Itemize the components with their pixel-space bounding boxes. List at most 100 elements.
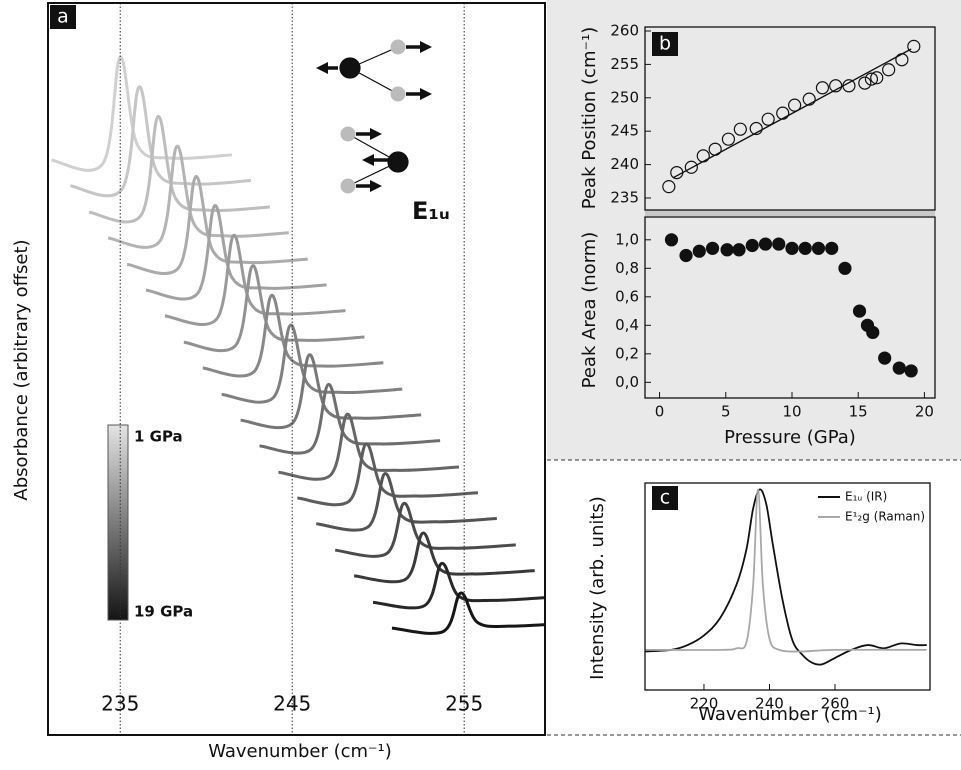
point	[864, 72, 879, 86]
point	[679, 248, 693, 263]
point	[788, 98, 802, 112]
spectrum	[240, 353, 422, 430]
frame	[644, 482, 931, 691]
point	[852, 304, 867, 318]
point	[815, 81, 830, 95]
point	[838, 261, 852, 275]
y-tick-label: 0,4	[615, 316, 639, 334]
colorbar	[107, 424, 129, 621]
point	[870, 71, 884, 85]
spectrum	[644, 488, 927, 666]
plot: 235 240 245 250 255 260 Peak Position (cm⁻¹) b	[579, 22, 936, 211]
x-tick-label: 260	[821, 695, 850, 713]
point	[858, 76, 872, 90]
panel-badge	[652, 486, 678, 510]
point	[721, 132, 736, 146]
data-layer	[644, 488, 927, 666]
spectrum	[372, 561, 545, 610]
x-tick-label: 235	[101, 692, 139, 716]
point	[761, 112, 775, 126]
x-tick-label: 5	[721, 403, 731, 421]
point	[749, 121, 763, 136]
spectrum	[202, 293, 384, 378]
spectrum	[107, 144, 289, 249]
colorbar-label: 1 GPa	[134, 428, 183, 446]
point	[720, 243, 734, 257]
x-tick-label: 10	[782, 403, 801, 421]
point	[866, 325, 880, 340]
point	[802, 92, 816, 106]
point	[662, 180, 676, 194]
x-tick-label: 0	[655, 403, 665, 421]
spectrum	[644, 488, 927, 653]
spectrum	[70, 85, 252, 198]
panel-b-background	[547, 0, 961, 460]
point	[684, 160, 698, 174]
y-tick-label: 245	[610, 122, 639, 140]
x-axis-label: Wavenumber (cm⁻¹)	[208, 741, 392, 762]
point	[882, 63, 896, 77]
spectrum	[672, 48, 912, 179]
data-layer	[662, 39, 921, 194]
point	[907, 39, 921, 53]
point	[692, 244, 706, 258]
spectrum	[145, 204, 327, 301]
point	[758, 237, 773, 251]
spectrum	[297, 442, 479, 507]
x-tick-label: 220	[690, 695, 719, 713]
spectrum	[126, 175, 308, 275]
spectrum	[164, 233, 346, 326]
legend-label: E¹₂g (Raman)	[845, 510, 925, 524]
point	[829, 79, 843, 93]
panel-label: c	[660, 487, 670, 509]
point	[733, 122, 747, 136]
spectrum	[335, 501, 516, 558]
spectrum	[183, 264, 365, 353]
data-layer	[51, 55, 545, 635]
plot: 235 245 255 Wavenumber (cm⁻¹) Absorbance (ar…	[11, 2, 546, 762]
x-tick-label: 255	[445, 692, 483, 716]
panel-badge	[652, 32, 678, 56]
x-tick-label: 15	[849, 403, 868, 421]
y-tick-label: 235	[610, 188, 639, 206]
spectrum	[391, 591, 545, 635]
vibration-diagram	[316, 39, 432, 194]
spectrum	[51, 55, 233, 172]
legend-label: E₁ᵤ (IR)	[845, 490, 887, 504]
point	[732, 243, 746, 257]
data-layer	[664, 233, 918, 378]
x-axis-label: Pressure (GPa)	[724, 427, 856, 448]
point	[785, 241, 799, 255]
panel-label: b	[659, 33, 671, 55]
x-tick-label: 240	[755, 695, 784, 713]
point	[904, 364, 918, 378]
spectrum	[221, 323, 403, 404]
point	[705, 241, 720, 255]
y-axis-label: Intensity (arb. units)	[587, 496, 608, 680]
colorbar-label: 19 GPa	[134, 603, 193, 621]
spectrum	[88, 115, 270, 224]
point	[892, 361, 906, 375]
frame	[644, 216, 936, 399]
mode-label: E₁ᵤ	[412, 197, 450, 225]
x-tick-label: 20	[915, 403, 934, 421]
point	[811, 241, 826, 255]
y-tick-label: 0,2	[615, 344, 639, 362]
y-tick-label: 260	[610, 22, 639, 40]
spectrum	[259, 383, 441, 455]
x-axis-label: Wavenumber (cm⁻¹)	[698, 704, 882, 725]
y-tick-label: 1,0	[615, 230, 639, 248]
point	[825, 241, 839, 255]
spectrum	[353, 531, 535, 584]
y-tick-label: 0,0	[615, 373, 639, 391]
plot: 0 5 10 15 20 0,0 0,2 0,4 0,6 0,8 1,0 Pressure (GPa)…	[579, 216, 936, 448]
separator	[645, 210, 935, 216]
panel-badge	[50, 5, 76, 29]
point	[745, 238, 759, 253]
frame	[47, 2, 546, 736]
point	[772, 237, 786, 251]
y-tick-label: 0,6	[615, 287, 639, 305]
spectrum	[278, 412, 460, 481]
point	[798, 241, 812, 255]
